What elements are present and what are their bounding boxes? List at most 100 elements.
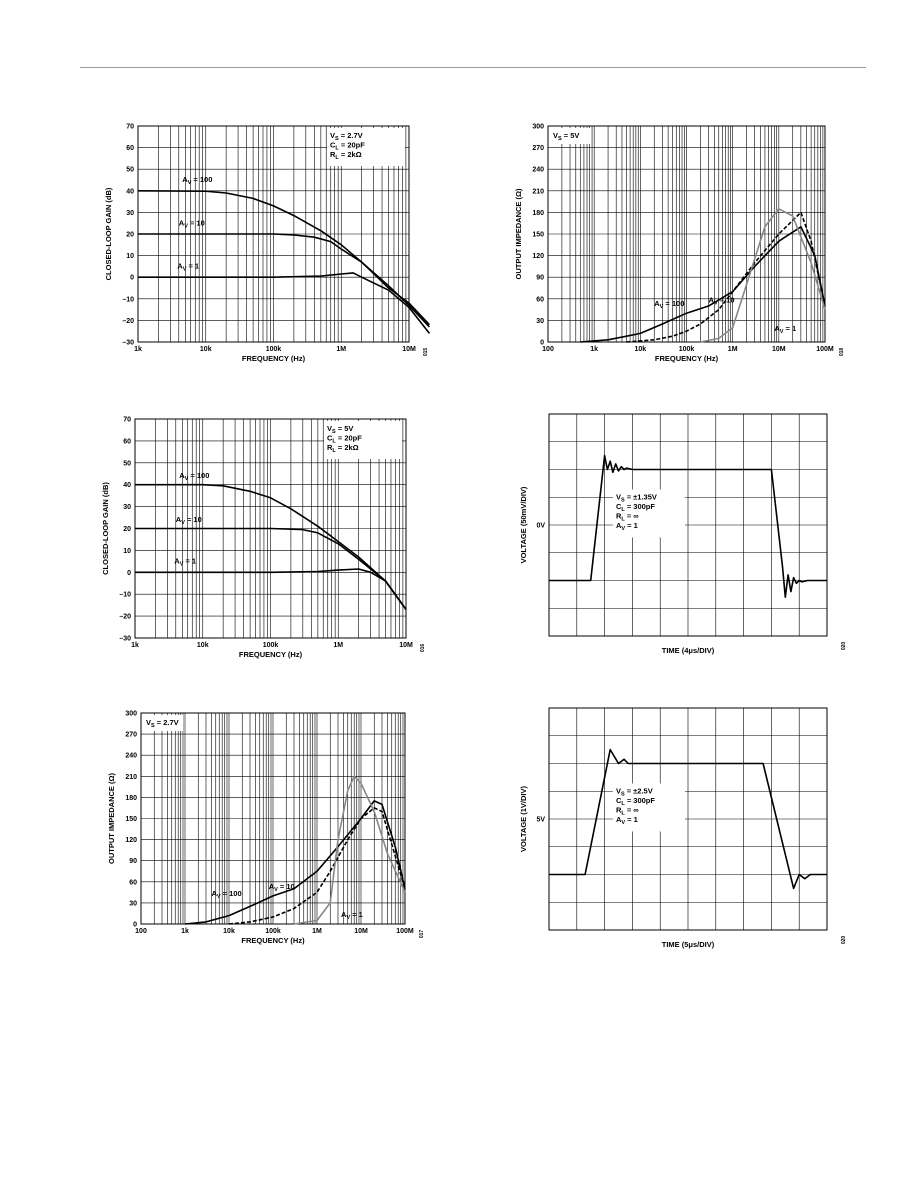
chart-0-y-tick-label: 30 <box>126 210 134 217</box>
chart-1-x-tick-label: 10M <box>772 346 786 353</box>
chart-2-y-tick-label: 60 <box>123 438 131 445</box>
chart-2-y-tick-label: 30 <box>123 504 131 511</box>
chart-5-x-axis-title: TIME (5μs/DIV) <box>662 940 715 949</box>
chart-5-figure-number: 020 <box>841 936 847 945</box>
chart-2-curve-label: AV = 10 <box>176 515 202 526</box>
closed-loop-gain-chart-5v: –30 –20 –10 0 10 20 30 40 50 60 70 1k 10k 100k 1M 10M FR… <box>101 417 426 660</box>
chart-2-condition-text: VS = 5V <box>327 424 353 435</box>
chart-2-y-tick-label: 40 <box>123 482 131 489</box>
chart-4-x-tick-label: 100M <box>396 928 414 935</box>
chart-0-y-tick-label: –10 <box>122 296 134 303</box>
chart-3-y-tick-label: 0V <box>536 523 545 530</box>
chart-2-y-tick-label: –30 <box>119 636 131 643</box>
chart-4-figure-number: 017 <box>419 930 425 939</box>
chart-4-curve-label: AV = 1 <box>341 910 363 921</box>
chart-1-series-0-line <box>580 226 826 343</box>
chart-4-x-tick-label: 100 <box>135 928 147 935</box>
chart-3-condition-text: VS = ±1.35V <box>616 492 657 503</box>
chart-4-curve-label: AV = 100 <box>211 889 241 900</box>
chart-0-curve-label: AV = 10 <box>179 218 205 229</box>
chart-0-x-tick-label: 10M <box>402 346 416 353</box>
chart-0-condition-text: RL = 2kΩ <box>330 150 362 161</box>
large-signal-response-chart-1.35v: 0V TIME (4μs/DIV) VOLTAGE (50mV/DIV) 020 VS … <box>519 413 847 655</box>
chart-5-condition-text: CL = 300pF <box>616 796 655 807</box>
chart-0-y-axis-title: CLOSED-LOOP GAIN (dB) <box>104 187 113 280</box>
chart-5-y-axis-title: VOLTAGE (1V/DIV) <box>519 786 528 852</box>
chart-1-x-tick-label: 1k <box>590 346 598 353</box>
chart-1-curve-label: AV = 100 <box>654 299 684 310</box>
chart-4-y-axis-title: OUTPUT IMPEDANCE (Ω) <box>107 772 116 864</box>
chart-2-x-tick-label: 100k <box>263 642 279 649</box>
chart-3-x-axis-title: TIME (4μs/DIV) <box>662 646 715 655</box>
chart-1-x-tick-label: 100k <box>679 346 695 353</box>
chart-1-y-tick-label: 30 <box>536 318 544 325</box>
chart-2-y-tick-label: 10 <box>123 548 131 555</box>
chart-0-y-tick-label: 10 <box>126 253 134 260</box>
chart-4-x-tick-label: 1k <box>181 928 189 935</box>
chart-2-figure-number: 016 <box>420 644 426 653</box>
chart-1-x-tick-label: 100 <box>542 346 554 353</box>
chart-4-y-tick-label: 210 <box>125 774 137 781</box>
chart-2-y-tick-label: 70 <box>123 417 131 424</box>
chart-4-y-tick-label: 90 <box>129 858 137 865</box>
chart-1-y-tick-label: 270 <box>532 145 544 152</box>
chart-3-figure-number: 020 <box>841 642 847 651</box>
chart-0-y-tick-label: 0 <box>130 275 134 282</box>
chart-1-x-tick-label: 100M <box>816 346 834 353</box>
chart-2-curve-label: AV = 1 <box>174 557 196 568</box>
chart-5-series-0-line <box>549 748 827 890</box>
chart-1-x-tick-label: 10k <box>634 346 646 353</box>
chart-2-curve-label: AV = 100 <box>179 471 209 482</box>
header-rule <box>80 67 866 68</box>
chart-0-y-tick-label: –20 <box>122 318 134 325</box>
chart-4-x-tick-label: 10M <box>354 928 368 935</box>
chart-0-condition-text: VS = 2.7V <box>330 131 363 142</box>
chart-1-figure-number: 018 <box>839 348 845 357</box>
chart-5-grid <box>549 708 827 930</box>
chart-3-series-0-line <box>549 454 827 598</box>
chart-0-curve-label: AV = 100 <box>182 175 212 186</box>
chart-4-x-axis-title: FREQUENCY (Hz) <box>241 936 305 945</box>
chart-1-y-tick-label: 300 <box>532 124 544 131</box>
chart-0-conditions-box <box>327 128 405 166</box>
chart-4-y-tick-label: 270 <box>125 732 137 739</box>
chart-3-conditions-box <box>612 489 685 538</box>
chart-1-y-tick-label: 180 <box>532 210 544 217</box>
chart-1-y-axis-title: OUTPUT IMPEDANCE (Ω) <box>514 188 523 280</box>
chart-1-y-tick-label: 240 <box>532 167 544 174</box>
chart-4-y-tick-label: 150 <box>125 816 137 823</box>
chart-1-curve-label: AV = 10 <box>709 295 735 306</box>
chart-4-curve-label: AV = 10 <box>269 882 295 893</box>
chart-0-x-tick-label: 1M <box>336 346 346 353</box>
chart-5-conditions-box <box>612 783 685 832</box>
chart-1-y-tick-label: 60 <box>536 296 544 303</box>
chart-1-y-tick-label: 0 <box>540 340 544 347</box>
chart-4-series-1-line <box>228 807 406 925</box>
closed-loop-gain-chart-2.7v: –30 –20 –10 0 10 20 30 40 50 60 70 1k 10k 100k 1M 10M FR… <box>104 124 431 363</box>
chart-0-y-tick-label: 20 <box>126 232 134 239</box>
chart-1-conditions-box <box>550 128 590 144</box>
chart-0-x-tick-label: 10k <box>200 346 212 353</box>
chart-0-y-tick-label: 60 <box>126 145 134 152</box>
chart-1-y-tick-label: 120 <box>532 253 544 260</box>
chart-2-x-tick-label: 10M <box>399 642 413 649</box>
chart-2-y-axis-title: CLOSED-LOOP GAIN (dB) <box>101 482 110 575</box>
chart-4-y-tick-label: 180 <box>125 795 137 802</box>
chart-0-series-2-line <box>138 272 431 334</box>
chart-4-y-tick-label: 60 <box>129 879 137 886</box>
chart-5-condition-text: VS = ±2.5V <box>616 786 653 797</box>
chart-3-y-axis-title: VOLTAGE (50mV/DIV) <box>519 486 528 563</box>
chart-0-figure-number: 015 <box>423 348 429 357</box>
chart-1-y-tick-label: 210 <box>532 188 544 195</box>
chart-4-series-2-line <box>293 775 406 925</box>
chart-2-y-tick-label: –10 <box>119 592 131 599</box>
chart-0-x-tick-label: 1k <box>134 346 142 353</box>
chart-0-series-0-line <box>137 190 430 326</box>
chart-4-y-tick-label: 30 <box>129 900 137 907</box>
chart-4-condition-text: VS = 2.7V <box>146 718 179 729</box>
large-signal-response-chart-2.5v: 5V TIME (5μs/DIV) VOLTAGE (1V/DIV) 020 VS = … <box>519 707 847 949</box>
chart-1-grid <box>548 126 825 342</box>
chart-4-y-tick-label: 120 <box>125 837 137 844</box>
chart-2-y-tick-label: –20 <box>119 614 131 621</box>
chart-3-grid <box>549 414 827 636</box>
